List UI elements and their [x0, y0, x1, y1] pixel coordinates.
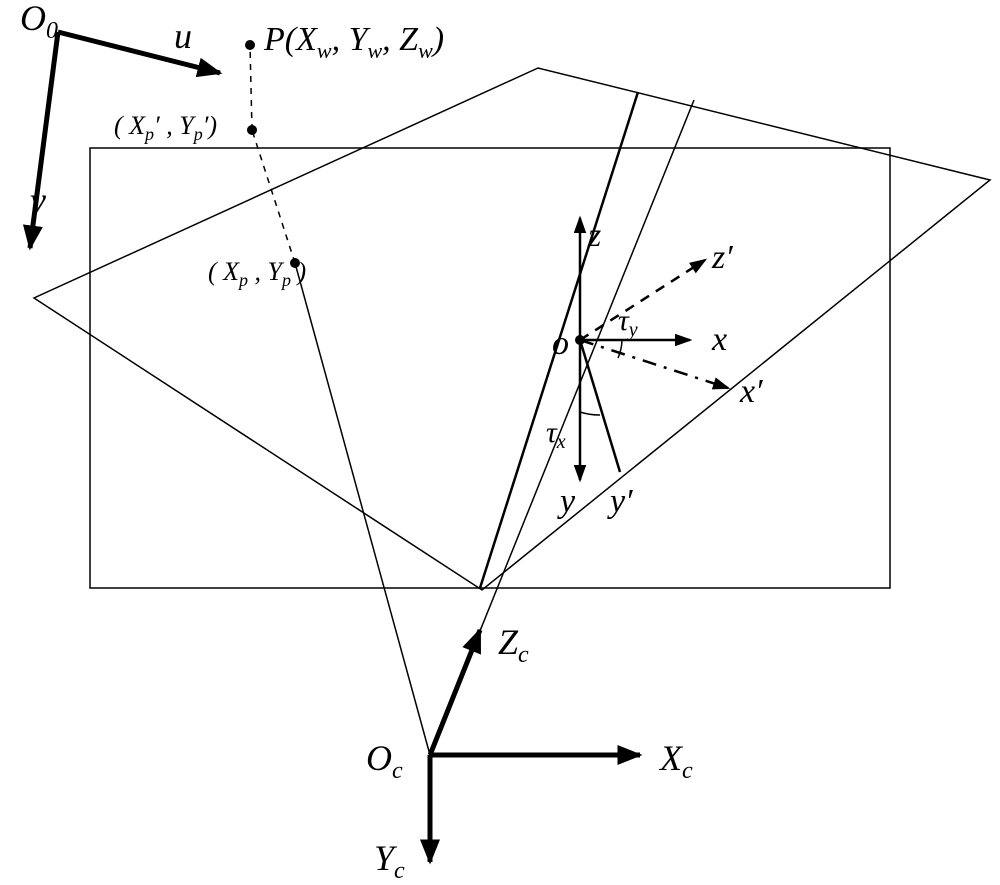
label-u: u	[174, 16, 192, 56]
label-o: o	[552, 325, 569, 362]
label-Xc: Xc	[658, 738, 693, 784]
arc-tau-x	[580, 412, 600, 415]
label-P: P(Xw, Yw, Zw)	[263, 21, 444, 63]
label-yprime: y′	[607, 483, 633, 520]
label-y: y	[557, 483, 576, 520]
tilted-plane	[34, 68, 990, 590]
coordinate-diagram: O0 u v P(Xw, Yw, Zw) ( Xp′ , Yp′) ( Xp ,…	[0, 0, 1000, 885]
label-Xp: ( Xp , Yp )	[208, 257, 306, 290]
label-xprime: x′	[739, 373, 763, 410]
point-P	[245, 40, 255, 50]
label-Xp-prime: ( Xp′ , Yp′)	[114, 111, 217, 144]
label-z: z	[587, 217, 601, 254]
label-Zc: Zc	[498, 622, 529, 668]
u-axis	[58, 32, 220, 73]
label-x: x	[711, 321, 727, 358]
xprime-axis	[580, 340, 728, 388]
Zc-axis	[430, 630, 480, 755]
label-tau-x: τx	[546, 416, 566, 453]
label-Yc: Yc	[374, 838, 405, 884]
point-Xp-prime	[247, 125, 257, 135]
yprime-axis	[580, 340, 620, 472]
zprime-axis	[580, 260, 705, 340]
projection-ray-dashed-1	[252, 130, 295, 263]
label-tau-y: τy	[618, 304, 638, 341]
label-O0: O0	[20, 0, 58, 44]
label-zprime: z′	[711, 239, 733, 276]
label-Oc: Oc	[366, 738, 403, 784]
projection-ray-dashed-2	[250, 45, 252, 130]
arc-tau-y	[618, 340, 622, 358]
rect-plane	[90, 148, 890, 588]
projection-ray-lower	[295, 263, 430, 755]
label-v: v	[30, 180, 46, 220]
